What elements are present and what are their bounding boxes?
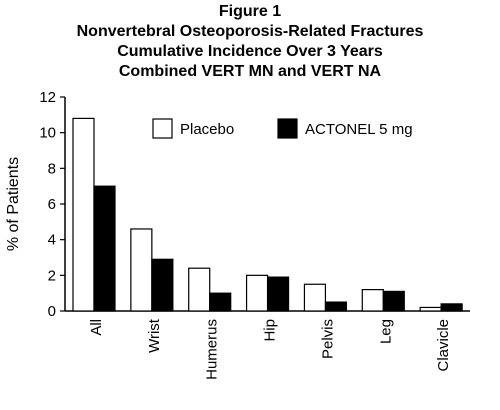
y-axis-label: % of Patients — [5, 157, 22, 251]
bar-actonel — [324, 301, 348, 312]
chart-title: Figure 1 — [218, 3, 282, 20]
bar-placebo — [130, 228, 153, 312]
x-category-label: Humerus — [204, 319, 221, 380]
y-tick-label: 12 — [39, 89, 56, 106]
x-category-label: Wrist — [146, 318, 163, 353]
legend-label-actonel: ACTONEL 5 mg — [305, 121, 413, 138]
bar-actonel — [266, 276, 290, 312]
chart-subtitle-3: Combined VERT MN and VERT NA — [118, 63, 382, 80]
bar-placebo — [188, 267, 211, 312]
bar-actonel — [440, 303, 463, 312]
chart-subtitle-2: Cumulative Incidence Over 3 Years — [117, 43, 383, 60]
bar-actonel — [93, 185, 116, 312]
bar-actonel — [382, 290, 405, 312]
x-category-label: Clavicle — [435, 319, 452, 372]
x-category-label: All — [88, 319, 105, 336]
legend-swatch-placebo — [152, 118, 173, 139]
chart-titles: Figure 1 Nonvertebral Osteoporosis-Relat… — [0, 2, 500, 82]
bar-placebo — [303, 283, 327, 312]
y-tick-label: 6 — [48, 196, 56, 213]
y-tick-label: 10 — [39, 125, 56, 142]
legend-swatch-actonel — [277, 118, 298, 139]
bar-placebo — [72, 117, 95, 312]
y-tick-label: 4 — [48, 232, 56, 249]
bar-placebo — [419, 306, 442, 312]
legend-label-placebo: Placebo — [180, 121, 234, 138]
bar-placebo — [361, 289, 384, 312]
y-tick-label: 0 — [48, 303, 56, 320]
chart-subtitle-1: Nonvertebral Osteoporosis-Related Fractu… — [76, 23, 424, 40]
x-category-label: Hip — [262, 319, 279, 342]
bar-placebo — [245, 274, 269, 312]
y-tick-label: 8 — [48, 160, 56, 177]
x-category-label: Pelvis — [319, 319, 336, 359]
bar-actonel — [151, 258, 174, 312]
y-tick-label: 2 — [48, 267, 56, 284]
x-category-label: Leg — [377, 319, 394, 344]
bar-actonel — [209, 292, 232, 312]
